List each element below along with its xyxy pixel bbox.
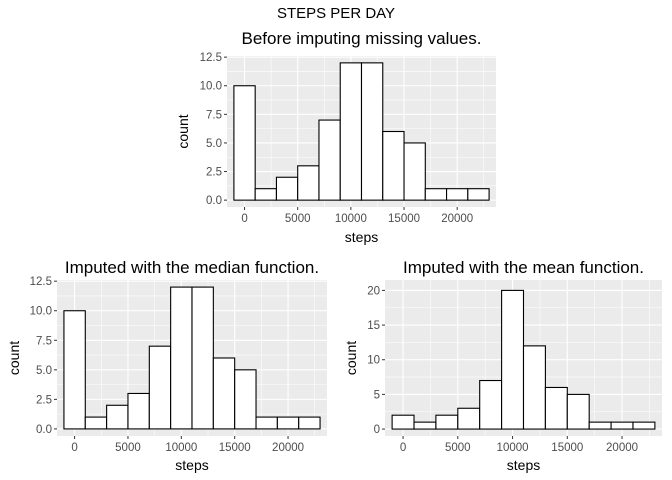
- histogram-bar: [501, 289, 525, 430]
- histogram-bar: [275, 176, 299, 201]
- x-tick-label: 0: [241, 213, 247, 225]
- y-tick-label: 7.5: [36, 335, 52, 347]
- histogram-bar: [435, 414, 459, 430]
- histogram-bar: [234, 369, 257, 430]
- histogram-bar: [318, 119, 341, 201]
- histogram-bar: [297, 165, 320, 201]
- histogram-bar: [382, 130, 405, 201]
- histogram-bar: [127, 392, 150, 430]
- y-tick-label: 0.0: [36, 424, 52, 436]
- x-axis-label: steps: [175, 457, 208, 473]
- x-tick-label: 15000: [551, 442, 583, 454]
- histogram-bar: [298, 416, 321, 430]
- y-axis-label: count: [343, 341, 359, 375]
- y-tick-label: 5.0: [206, 138, 222, 150]
- y-tick-label: 15: [367, 320, 380, 332]
- histogram-bar: [254, 188, 277, 201]
- histogram-bar: [84, 416, 108, 430]
- x-tick-label: 5000: [445, 442, 471, 454]
- histogram-bar: [467, 188, 490, 201]
- x-tick-label: 10000: [165, 442, 197, 454]
- y-tick-label: 10.0: [30, 306, 52, 318]
- histogram-bar: [588, 421, 612, 430]
- y-tick-label: 2.5: [206, 167, 222, 179]
- x-tick-label: 20000: [272, 442, 304, 454]
- y-tick-label: 5: [374, 389, 380, 401]
- y-tick-label: 7.5: [206, 109, 222, 121]
- y-tick-label: 10.0: [200, 81, 222, 93]
- y-tick-label: 12.5: [200, 52, 222, 64]
- chart-title: Before imputing missing values.: [241, 29, 481, 48]
- x-axis-label: steps: [507, 457, 540, 473]
- y-tick-label: 5.0: [36, 365, 52, 377]
- y-tick-label: 2.5: [36, 394, 52, 406]
- histogram-bar: [360, 62, 384, 201]
- histogram-bar: [191, 286, 214, 430]
- x-tick-label: 20000: [606, 442, 638, 454]
- chart-mean: 0 5000 10000 15000 20000 0 5 10 15 20 Imputed with…: [343, 258, 662, 473]
- histogram-bar: [566, 393, 590, 430]
- histogram-bar: [106, 404, 129, 430]
- figure-title: STEPS PER DAY: [277, 5, 395, 22]
- x-tick-label: 5000: [115, 442, 141, 454]
- histogram-bar: [170, 286, 193, 430]
- histogram-bar: [148, 345, 172, 430]
- chart-before: 0 5000 10000 15000 20000 0.0 2.5 5.0 7.5 10.0 12.5…: [175, 29, 496, 245]
- histogram-bar: [632, 421, 656, 430]
- histogram-bar: [457, 407, 481, 430]
- histogram-bar: [63, 310, 86, 430]
- histogram-bar: [212, 357, 236, 430]
- histogram-bar: [339, 62, 363, 201]
- histogram-bar: [522, 345, 546, 430]
- y-tick-label: 0.0: [206, 195, 222, 207]
- histogram-bar: [403, 142, 426, 201]
- histogram-bar: [391, 414, 415, 430]
- x-tick-label: 0: [71, 442, 77, 454]
- histogram-bar: [255, 416, 278, 430]
- y-tick-label: 12.5: [30, 276, 52, 288]
- x-tick-label: 15000: [388, 213, 420, 225]
- y-axis-label: count: [175, 114, 191, 148]
- histogram-bar: [233, 85, 256, 201]
- x-tick-label: 10000: [497, 442, 529, 454]
- chart-title: Imputed with the median function.: [65, 258, 319, 277]
- x-axis-label: steps: [345, 229, 378, 245]
- histogram-bar: [610, 421, 634, 430]
- x-tick-label: 15000: [219, 442, 251, 454]
- histogram-bar: [544, 386, 568, 430]
- chart-median: 0 5000 10000 15000 20000 0.0 2.5 5.0 7.5 10.0 12.5…: [6, 258, 327, 473]
- histogram-bar: [413, 421, 437, 430]
- y-tick-label: 20: [367, 285, 380, 297]
- x-tick-label: 20000: [441, 213, 473, 225]
- x-tick-label: 5000: [285, 213, 311, 225]
- histogram-bar: [276, 416, 300, 430]
- histogram-bar: [479, 379, 503, 430]
- histogram-bar: [424, 188, 448, 201]
- histogram-bar: [446, 188, 469, 201]
- y-axis-label: count: [6, 341, 22, 375]
- x-tick-label: 0: [400, 442, 406, 454]
- y-tick-label: 10: [367, 355, 380, 367]
- y-tick-label: 0: [374, 424, 380, 436]
- chart-panels: 0 5000 10000 15000 200000.02.55.07.510.012.5…: [6, 29, 662, 473]
- chart-title: Imputed with the mean function.: [403, 258, 644, 277]
- x-tick-label: 10000: [335, 213, 367, 225]
